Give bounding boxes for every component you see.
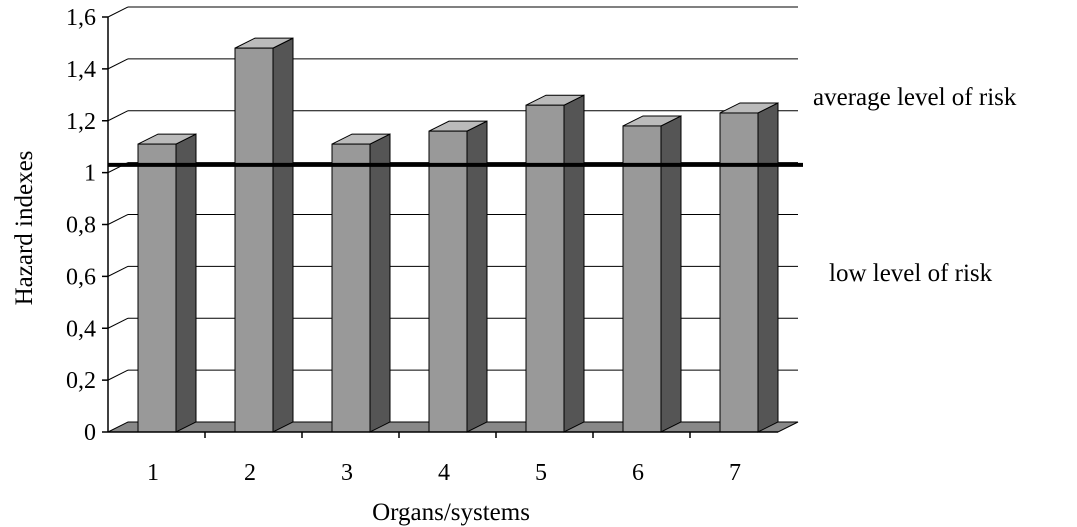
gridline-depth [107,265,129,277]
bar-side [175,133,197,433]
bar-side [466,120,488,433]
bar-front [719,112,759,433]
bar-front [331,143,371,433]
bar [525,94,585,433]
bar-front [428,130,468,433]
bar [137,133,197,433]
bar-side [272,37,294,433]
y-tick-label: 1,4 [66,57,96,83]
bar [234,37,294,433]
gridline-depth [107,369,129,381]
x-tick-label: 2 [244,460,256,486]
y-tick-label: 1,2 [66,109,96,135]
bar [428,120,488,433]
gridline-depth [107,214,129,225]
bar-side [369,133,391,433]
y-axis-title: Hazard indexes [11,151,38,306]
bar [331,133,391,433]
gridline-depth [107,6,129,18]
y-tick-label: 0,6 [66,264,96,290]
axes [102,16,778,438]
x-tick-label: 7 [729,460,741,486]
gridline-depth [107,58,129,70]
x-tick-label: 5 [535,460,547,486]
bar-front [137,143,177,433]
y-tick-label: 0,8 [66,213,96,239]
y-tick-label: 1 [84,161,96,187]
bar [719,102,779,433]
y-tick-label: 0,2 [66,368,96,394]
gridline-depth [107,110,129,122]
bar-side [757,102,779,433]
bar-side [563,94,585,433]
y-tick-label: 0,4 [66,316,96,342]
annotation-low-risk: low level of risk [829,260,993,287]
annotation-average-risk: average level of risk [813,84,1017,111]
x-axis-title: Organs/systems [372,499,530,526]
gridline-depth [107,317,129,329]
y-tick-label: 0 [84,420,96,446]
y-tick-label: 1,6 [66,5,96,31]
bar-front [622,125,662,433]
x-tick-label: 4 [438,460,450,486]
bar-front [234,47,274,433]
x-tick-labels: 1 2 3 4 5 6 7 [147,460,741,486]
x-tick-label: 6 [632,460,644,486]
bar-group [137,37,779,433]
bar [622,115,682,433]
x-tick-label: 1 [147,460,159,486]
y-tick-labels: 0 0,2 0,4 0,6 0,8 1 1,2 1,4 1,6 [66,5,96,446]
x-tick-label: 3 [341,460,353,486]
bar-front [525,104,565,433]
